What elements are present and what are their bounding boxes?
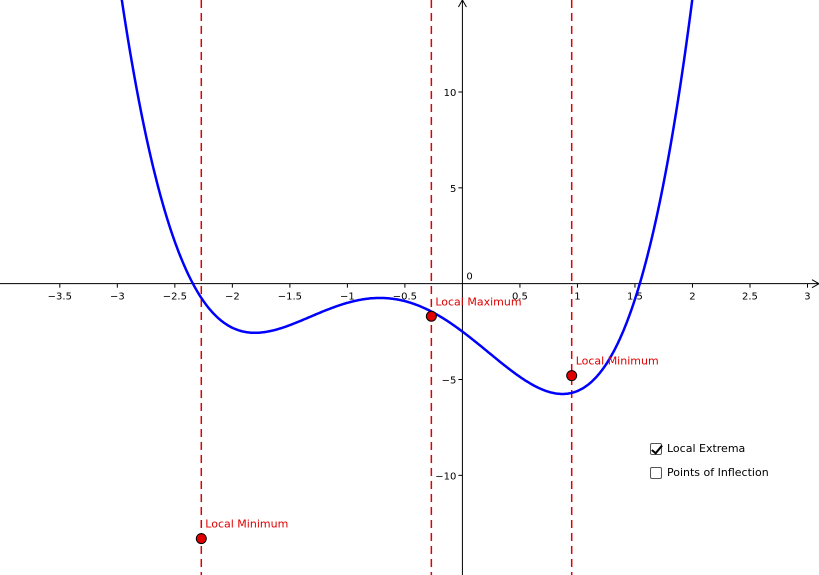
x-tick-label: −0.5 — [393, 292, 417, 303]
checkbox-icon[interactable] — [650, 466, 662, 479]
x-tick-label: 2.5 — [742, 292, 758, 303]
x-tick-label: 2 — [689, 292, 695, 303]
curve-group — [120, 0, 694, 396]
extremum-point — [195, 533, 207, 545]
extremum-point — [425, 310, 437, 322]
extremum-label: Local Maximum — [435, 295, 521, 308]
x-tick-label: −2.5 — [163, 292, 187, 303]
x-tick-label: −2 — [225, 292, 240, 303]
x-tick-label: 3 — [804, 292, 810, 303]
extremum-point — [566, 370, 578, 382]
extremum-label: Local Minimum — [576, 355, 659, 368]
checkbox-label: Local Extrema — [667, 442, 746, 455]
x-tick-label: −3 — [110, 292, 125, 303]
checkbox-points-of-inflection[interactable]: Points of Inflection — [650, 466, 769, 479]
x-tick-label: 1 — [574, 292, 580, 303]
ticks: −3.5 −3 −2.5 −2 −1.5 −1 −0.5 0.5 1 1.5 2 2.5 3105−5−… — [48, 88, 811, 482]
y-tick-label: −10 — [435, 471, 456, 482]
y-tick-label: −5 — [442, 376, 457, 387]
x-tick-label: −3.5 — [48, 292, 72, 303]
x-tick-label: 0.5 — [512, 292, 528, 303]
vertical-lines — [200, 0, 573, 575]
extrema-points: Local Minimum Local Maximum Local Minimum — [195, 295, 659, 545]
checkbox-local-extrema[interactable]: Local Extrema — [650, 442, 745, 455]
y-axis-arrow — [457, 0, 467, 8]
y-tick-label: 5 — [450, 184, 456, 195]
extremum-label: Local Minimum — [205, 518, 288, 531]
x-tick-label: −1 — [340, 292, 355, 303]
checkbox-label: Points of Inflection — [667, 466, 769, 479]
checkbox-icon[interactable] — [650, 442, 662, 455]
y-tick-label: 10 — [444, 88, 457, 99]
x-axis-arrow — [811, 279, 819, 289]
x-tick-label: −1.5 — [278, 292, 302, 303]
origin-label: 0 — [466, 272, 472, 283]
function-curve — [120, 0, 694, 396]
